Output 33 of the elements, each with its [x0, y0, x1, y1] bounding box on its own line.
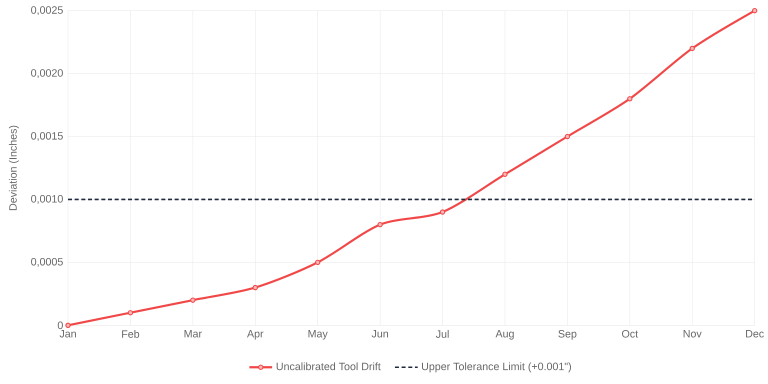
- point: [440, 209, 446, 215]
- point: [315, 260, 320, 266]
- y-axis-title: Deviation (Inches): [8, 126, 19, 210]
- y-tick-label: 0,0005: [31, 258, 63, 267]
- point: [65, 322, 71, 328]
- point: [128, 310, 134, 316]
- point: [377, 222, 383, 228]
- point: [690, 46, 695, 52]
- x-tick-label: Jul: [436, 330, 449, 338]
- x-tick-label: May: [308, 330, 328, 340]
- x-tick-label: Jun: [372, 330, 388, 338]
- point: [252, 284, 258, 290]
- x-tick-label: Aug: [496, 330, 514, 340]
- y-tick-label: 0: [58, 322, 63, 330]
- point: [627, 96, 632, 102]
- x-tick-label: Mar: [184, 330, 202, 338]
- y-tick-label: 0,0020: [31, 69, 63, 78]
- x-tick-label: Sep: [558, 330, 576, 340]
- point: [502, 172, 508, 177]
- point: [190, 297, 196, 303]
- x-tick-label: Oct: [622, 330, 638, 338]
- point: [564, 134, 570, 140]
- x-tick-label: Nov: [684, 330, 702, 338]
- legend-label: Uncalibrated Tool Drift: [276, 362, 381, 370]
- x-tick-label: Jan: [60, 330, 76, 338]
- x-tick-label: Dec: [746, 330, 764, 338]
- x-tick-label: Feb: [122, 330, 140, 338]
- y-tick-label: 0,0025: [31, 6, 63, 16]
- legend-label: Upper Tolerance Limit (+0.001"): [422, 362, 571, 372]
- point: [752, 8, 758, 14]
- x-tick-label: Apr: [247, 330, 264, 340]
- y-tick-label: 0,0010: [31, 195, 63, 204]
- y-tick-label: 0,0015: [31, 132, 63, 141]
